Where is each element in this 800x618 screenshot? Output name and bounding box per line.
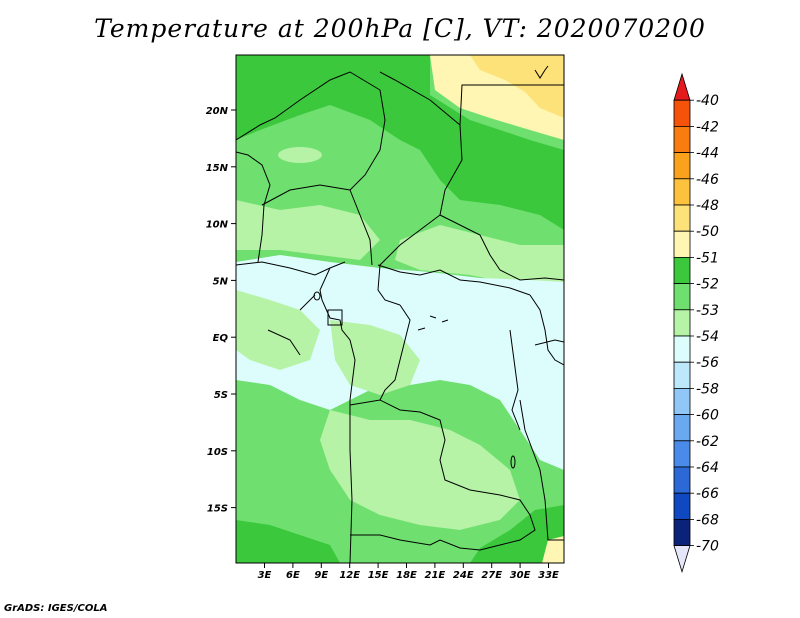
lon-tick-label: 18E: [396, 570, 417, 581]
colorbar-swatch: [673, 152, 691, 180]
colorbar-label: -51: [696, 250, 719, 266]
colorbar-top-arrow: [673, 72, 691, 101]
colorbar-label: -53: [696, 303, 719, 319]
tan-region-northeast: [470, 55, 564, 118]
longitude-axis: 3E 6E 9E 12E 15E 18E 21E 24E 27E 30E 33E: [258, 563, 559, 581]
colorbar-label: -56: [696, 355, 719, 371]
colorbar-label: -48: [696, 198, 719, 214]
colorbar-swatch: [673, 335, 691, 363]
lon-tick-label: 27E: [481, 570, 502, 581]
lon-tick-label: 6E: [286, 570, 300, 581]
colorbar-swatch: [673, 126, 691, 154]
lat-tick-label: EQ: [213, 333, 229, 344]
colorbar-label: -68: [696, 512, 719, 528]
colorbar-swatch: [673, 99, 691, 127]
colorbar-swatch: [673, 466, 691, 494]
colorbar-swatch: [673, 492, 691, 520]
light-green-patch: [278, 147, 322, 163]
colorbar-label: -46: [696, 172, 719, 188]
map-frame: [235, 54, 565, 564]
lon-tick-label: 15E: [368, 570, 389, 581]
colorbar-label: -44: [696, 146, 719, 162]
map-title: Temperature at 200hPa [C], VT: 202007020…: [94, 14, 706, 43]
colorbar-label: -42: [696, 119, 719, 135]
lat-tick-label: 15S: [207, 504, 228, 515]
colorbar-label: -40: [696, 93, 719, 109]
light-green-patch: [430, 241, 490, 259]
colorbar: -40 -42 -44 -46 -48 -50 -51 -52 -53 -54 -56 -58 -60 -…: [673, 72, 719, 574]
dark-green-region-southeast: [470, 505, 564, 563]
light-green-region-east: [395, 225, 564, 290]
temperature-field: [236, 55, 564, 563]
lon-tick-label: 9E: [314, 570, 328, 581]
colorbar-swatch: [673, 230, 691, 258]
colorbar-swatch: [673, 283, 691, 311]
colorbar-swatch: [673, 414, 691, 442]
colorbar-label: -66: [696, 486, 719, 502]
dark-green-region-north: [236, 55, 564, 230]
colorbar-label: -52: [696, 277, 719, 293]
colorbar-label: -58: [696, 381, 719, 397]
lat-tick-label: 15N: [206, 163, 229, 174]
colorbar-label: -54: [696, 329, 719, 345]
light-green-region-south: [320, 410, 520, 530]
colorbar-label: -50: [696, 224, 719, 240]
lat-tick-label: 5N: [213, 276, 229, 287]
colorbar-swatch: [673, 519, 691, 547]
lon-tick-label: 33E: [538, 570, 559, 581]
lat-tick-label: 10N: [206, 220, 229, 231]
light-green-region-west: [236, 200, 380, 260]
colorbar-label: -64: [696, 460, 719, 476]
lon-tick-label: 3E: [258, 570, 272, 581]
colorbar-label: -70: [696, 539, 719, 555]
lat-tick-label: 5S: [214, 390, 228, 401]
colorbar-label: -62: [696, 434, 719, 450]
colorbar-swatch: [673, 256, 691, 284]
colorbar-swatch: [673, 361, 691, 389]
lon-tick-label: 21E: [425, 570, 446, 581]
lat-tick-label: 10S: [207, 447, 228, 458]
colorbar-swatch: [673, 178, 691, 206]
lon-tick-label: 24E: [453, 570, 474, 581]
light-green-region-gulf: [236, 290, 320, 370]
colorbar-swatch: [673, 440, 691, 468]
latitude-axis: 20N 15N 10N 5N EQ 5S 10S 15S: [206, 106, 236, 515]
colorbar-label: -60: [696, 408, 719, 424]
colorbar-bottom-arrow: [673, 545, 691, 574]
grads-credit: GrADS: IGES/COLA: [4, 603, 108, 614]
yellow-region-southeast: [542, 536, 564, 563]
dark-green-region-southwest: [236, 520, 340, 563]
lon-tick-label: 12E: [339, 570, 360, 581]
cold-patch: [482, 350, 518, 370]
lat-tick-label: 20N: [206, 106, 229, 117]
colorbar-swatch: [673, 309, 691, 337]
colorbar-swatch: [673, 387, 691, 415]
country-borders: [236, 65, 564, 563]
lon-tick-label: 30E: [510, 570, 531, 581]
colorbar-swatch: [673, 204, 691, 232]
